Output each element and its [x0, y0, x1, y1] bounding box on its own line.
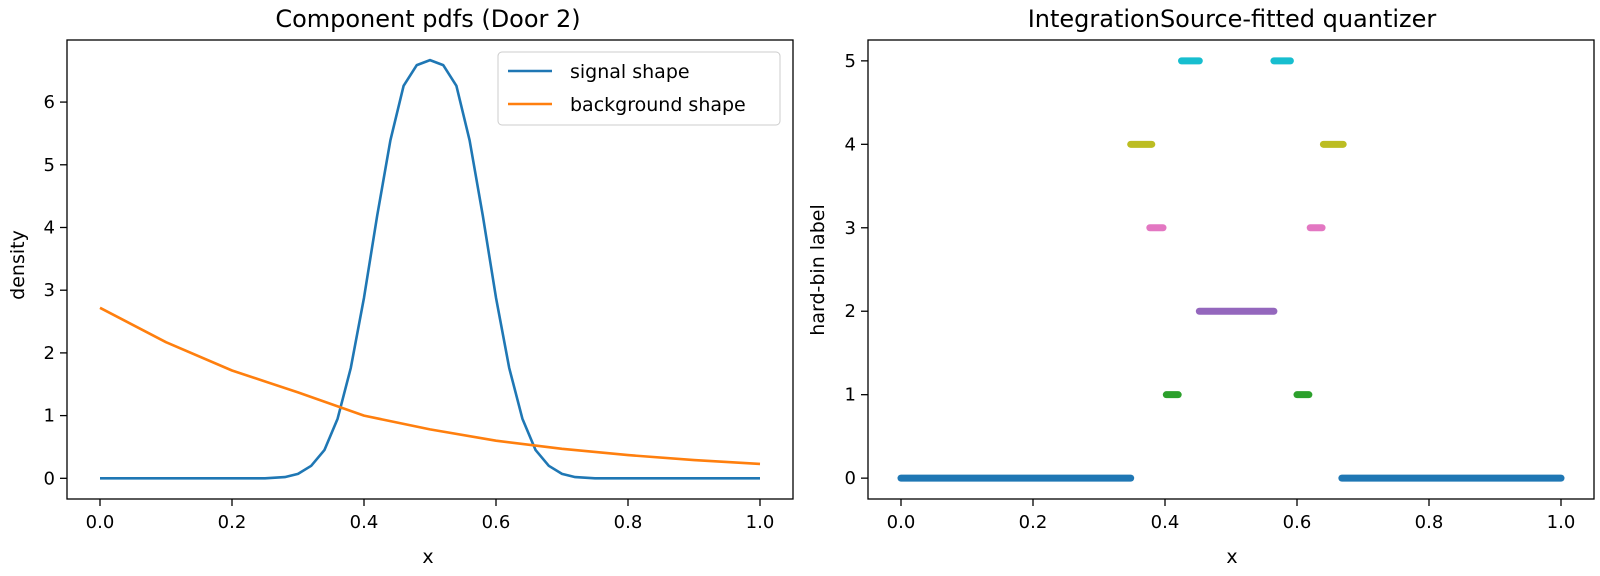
- quantizer-chart-xticks: 0.0 0.2 0.4 0.6 0.8 1.0: [887, 499, 1576, 533]
- x-tick-label: 1.0: [1547, 512, 1576, 533]
- quantizer-chart-title: IntegrationSource-fitted quantizer: [1028, 5, 1437, 33]
- legend-box: [497, 51, 781, 126]
- x-tick-label: 0.0: [887, 512, 916, 533]
- y-tick-label: 0: [845, 468, 856, 489]
- y-tick-label: 6: [44, 92, 55, 113]
- y-tick-label: 4: [845, 134, 856, 155]
- x-tick-label: 0.8: [614, 512, 643, 533]
- quantizer-chart-frame: [867, 39, 1595, 500]
- y-tick-label: 0: [44, 468, 55, 489]
- signal-shape-line: [100, 58, 760, 480]
- legend-label-background: background shape: [570, 94, 746, 116]
- y-tick-label: 3: [44, 280, 55, 301]
- x-tick-label: 0.2: [1019, 512, 1048, 533]
- pdf-chart-lines: [99, 58, 761, 480]
- x-tick-label: 1.0: [746, 512, 775, 533]
- pdf-chart-xticks: 0.0 0.2 0.4 0.6 0.8 1.0: [86, 499, 775, 533]
- y-tick-label: 4: [44, 217, 55, 238]
- pdf-chart-panel: Component pdfs (Door 2) x density 0.0 0.2…: [7, 5, 794, 568]
- x-tick-label: 0.0: [86, 512, 115, 533]
- pdf-chart-xlabel: x: [422, 546, 433, 568]
- y-tick-label: 1: [44, 406, 55, 427]
- y-tick-label: 5: [845, 51, 856, 72]
- quantizer-chart-panel: IntegrationSource-fitted quantizer x har…: [807, 5, 1595, 568]
- x-tick-label: 0.6: [1283, 512, 1312, 533]
- y-tick-label: 3: [845, 218, 856, 239]
- quantizer-chart-segments: [897, 57, 1565, 482]
- y-tick-label: 5: [44, 155, 55, 176]
- y-tick-label: 2: [44, 343, 55, 364]
- legend: signal shape background shape: [497, 51, 781, 126]
- legend-label-signal: signal shape: [570, 61, 690, 83]
- y-tick-label: 2: [845, 301, 856, 322]
- x-tick-label: 0.4: [1151, 512, 1180, 533]
- x-tick-label: 0.8: [1415, 512, 1444, 533]
- quantizer-chart-yticks: 0 1 2 3 4 5: [845, 51, 868, 489]
- quantizer-chart-xlabel: x: [1226, 546, 1237, 568]
- pdf-chart-yticks: 0 1 2 3 4 5 6: [44, 92, 67, 489]
- quantizer-chart-ylabel: hard-bin label: [807, 204, 829, 335]
- pdf-chart-frame: [66, 39, 794, 500]
- x-tick-label: 0.2: [218, 512, 247, 533]
- background-shape-line: [99, 306, 761, 466]
- y-tick-label: 1: [845, 385, 856, 406]
- x-tick-label: 0.6: [482, 512, 511, 533]
- pdf-chart-title: Component pdfs (Door 2): [275, 5, 580, 33]
- x-tick-label: 0.4: [350, 512, 379, 533]
- pdf-chart-ylabel: density: [7, 230, 29, 300]
